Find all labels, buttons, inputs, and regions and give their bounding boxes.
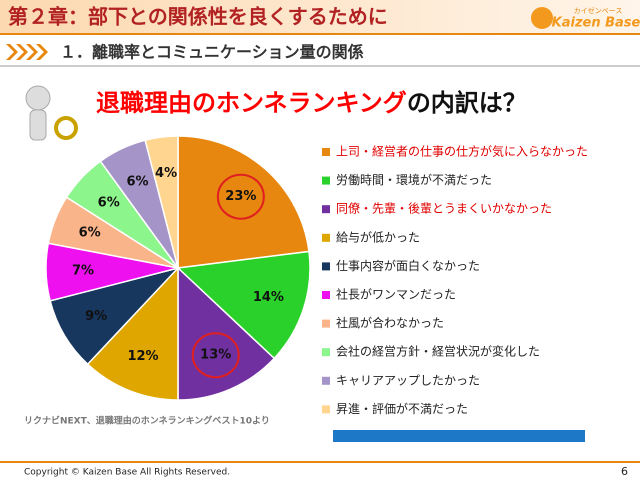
section-title: １．離職率とコミュニケーション量の関係 bbox=[60, 43, 364, 62]
data-label: 6% bbox=[98, 195, 120, 210]
logo: Kaizen Base bbox=[552, 16, 640, 31]
legend-label: 仕事内容が面白くなかった bbox=[336, 258, 480, 273]
legend-swatch bbox=[322, 405, 330, 414]
legend-swatch bbox=[322, 262, 330, 271]
legend-swatch bbox=[322, 148, 330, 156]
chart-title: 退職理由のホンネランキングの内訳は？ bbox=[96, 89, 527, 117]
data-label: 4% bbox=[155, 166, 177, 181]
data-label: 6% bbox=[126, 175, 148, 190]
data-label: 6% bbox=[79, 226, 101, 241]
legend-label: 社長がワンマンだった bbox=[336, 287, 456, 302]
legend-swatch bbox=[322, 205, 330, 214]
legend-label: キャリアアップしたかった bbox=[336, 373, 480, 387]
legend-swatch bbox=[322, 233, 330, 242]
legend-label: 給与が低かった bbox=[336, 229, 420, 244]
pie-slice bbox=[86, 266, 179, 401]
data-label: 13% bbox=[200, 348, 231, 363]
highlight-circle bbox=[216, 173, 265, 220]
bar-decor bbox=[333, 430, 585, 442]
legend-swatch bbox=[322, 291, 330, 299]
legend-swatch bbox=[322, 176, 330, 185]
source: リクナビNEXT、退職理由のホンネランキングベスト10より bbox=[24, 415, 270, 427]
legend-swatch bbox=[322, 348, 330, 357]
chart-title-rest: の内訳は？ bbox=[407, 89, 527, 117]
logo-icon bbox=[531, 7, 553, 29]
legend-label: 同僚・先輩・後輩とうまくいかなかった bbox=[336, 201, 552, 216]
pie-slice bbox=[177, 266, 276, 401]
pie-slice bbox=[176, 250, 311, 360]
copyright: Copyright © Kaizen Base All Rights Reser… bbox=[24, 468, 230, 478]
data-label: 23% bbox=[225, 189, 256, 204]
pie-slice bbox=[177, 135, 310, 269]
data-label: 12% bbox=[127, 349, 158, 364]
chapter-title: 第２章：部下との関係性を良くするために bbox=[8, 5, 388, 29]
arrows bbox=[6, 44, 48, 60]
legend-label: 会社の経営方針・経営状況が変化した bbox=[336, 344, 540, 359]
logo-sub: カイゼンベース bbox=[574, 6, 623, 15]
data-label: 14% bbox=[253, 290, 284, 305]
legend-label: 上司・経営者の仕事の仕方が気に入らなかった bbox=[336, 144, 588, 159]
pie-slice bbox=[144, 135, 179, 269]
legend-swatch bbox=[322, 319, 330, 328]
legend-label: 社風が合わなかった bbox=[336, 315, 444, 330]
highlight-circle bbox=[191, 332, 240, 379]
data-label: 7% bbox=[72, 263, 94, 278]
legend-swatch bbox=[322, 376, 330, 385]
data-label: 9% bbox=[85, 309, 107, 324]
figure bbox=[25, 85, 78, 141]
legend-label: 労働時間・環境が不満だった bbox=[336, 172, 492, 187]
chart-title-highlight: 退職理由のホンネランキング bbox=[96, 89, 407, 117]
legend-label: 昇進・評価が不満だった bbox=[336, 401, 468, 416]
page-number: 6 bbox=[621, 465, 628, 478]
